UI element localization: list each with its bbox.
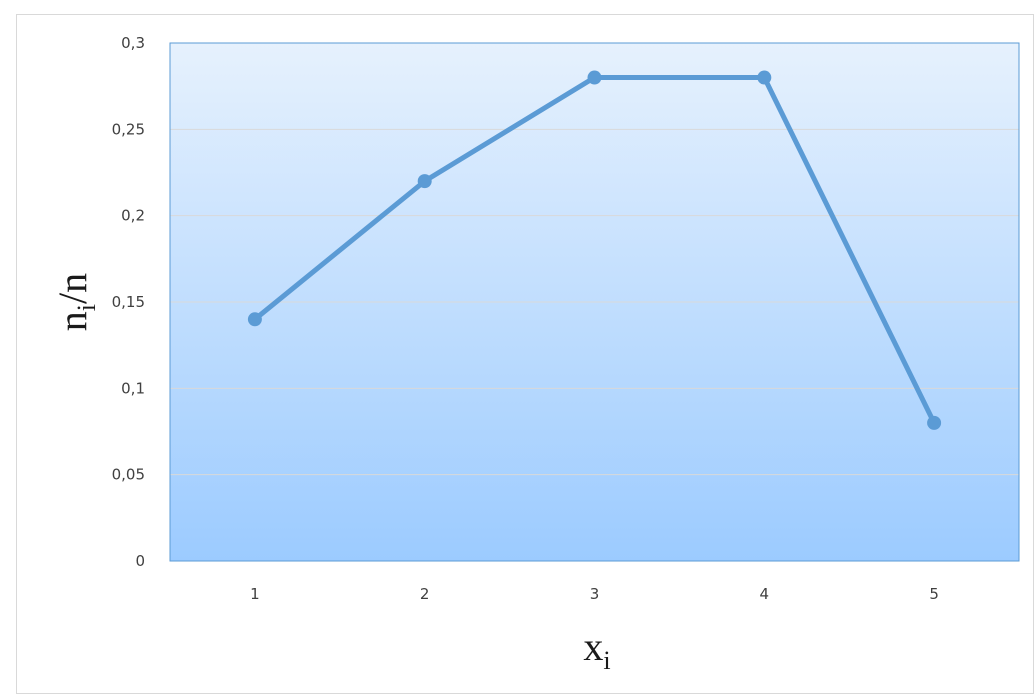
data-point xyxy=(757,70,772,85)
y-tick-label: 0,3 xyxy=(121,34,145,52)
y-tick-label: 0,25 xyxy=(112,120,145,138)
x-tick-label: 2 xyxy=(420,585,430,603)
data-point xyxy=(417,174,432,189)
x-axis-tick-labels: 1 2 3 4 5 xyxy=(250,585,939,603)
x-axis-title-sub: i xyxy=(603,646,610,675)
y-tick-label: 0,15 xyxy=(112,293,145,311)
data-point xyxy=(927,415,942,430)
plot-border xyxy=(169,42,1020,562)
y-tick-label: 0,1 xyxy=(121,379,145,397)
y-axis-title: ni/n xyxy=(50,273,101,331)
y-axis-title-sub: i xyxy=(72,304,101,311)
x-axis-title: xi xyxy=(583,624,610,675)
x-tick-label: 4 xyxy=(760,585,770,603)
y-tick-label: 0 xyxy=(135,552,145,570)
data-point xyxy=(247,312,262,327)
series-group xyxy=(247,70,942,430)
y-axis-title-suffix: /n xyxy=(50,273,95,304)
x-tick-label: 5 xyxy=(929,585,939,603)
x-tick-label: 3 xyxy=(590,585,600,603)
y-axis-tick-labels: 0 0,05 0,1 0,15 0,2 0,25 0,3 xyxy=(112,34,145,570)
x-tick-label: 1 xyxy=(250,585,260,603)
x-axis-title-main: x xyxy=(583,624,603,669)
y-tick-label: 0,05 xyxy=(112,466,145,484)
y-tick-label: 0,2 xyxy=(121,207,145,225)
y-axis-title-main: n xyxy=(50,311,95,331)
gridlines xyxy=(170,128,1019,476)
data-point xyxy=(587,70,602,85)
